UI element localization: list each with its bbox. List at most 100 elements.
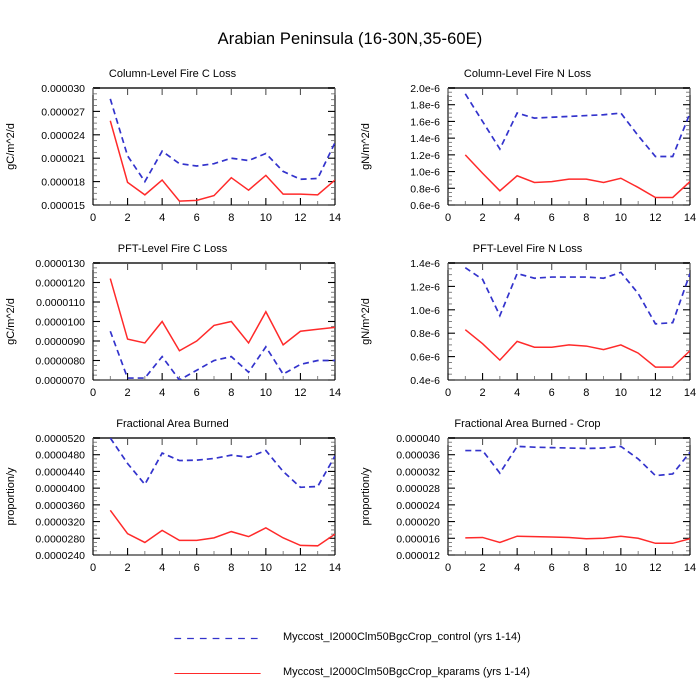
y-tick-label: 0.000015 — [41, 200, 85, 212]
y-tick-label: 1.2e-6 — [410, 281, 440, 293]
y-axis-label: proportion/y — [360, 467, 372, 526]
series-line — [464, 266, 690, 325]
y-tick-label: 0.0000480 — [35, 450, 85, 462]
y-tick-label: 0.6e-6 — [410, 200, 440, 212]
series-line — [464, 93, 690, 158]
y-tick-label: 1.4e-6 — [410, 133, 440, 145]
y-tick-label: 0.8e-6 — [410, 328, 440, 340]
y-tick-label: 1.4e-6 — [410, 258, 440, 270]
x-tick-label: 0 — [445, 212, 451, 224]
x-tick-label: 2 — [125, 562, 131, 574]
legend-row-control: Myccost_I2000Clm50BgcCrop_control (yrs 1… — [0, 625, 700, 660]
y-tick-label: 0.000027 — [41, 106, 85, 118]
x-tick-label: 8 — [228, 387, 234, 399]
series-group — [109, 438, 335, 547]
y-tick-label: 0.000040 — [396, 433, 440, 445]
x-tick-label: 4 — [514, 387, 520, 399]
chart-fractional-area-burned: 0.0000240 0.0000280 0.0000320 0.0000360 0.00… — [5, 433, 341, 574]
series-line — [109, 120, 335, 202]
panel-title: Column-Level Fire C Loss — [108, 68, 237, 80]
y-tick-label: 2.0e-6 — [410, 83, 440, 95]
x-tick-label: 14 — [684, 387, 696, 399]
x-tick-label: 6 — [194, 387, 200, 399]
y-tick-label: 1.8e-6 — [410, 100, 440, 112]
y-tick-label: 1.0e-6 — [410, 167, 440, 179]
x-tick-label: 10 — [615, 562, 627, 574]
y-tick-label: 0.000028 — [396, 483, 440, 495]
y-tick-label: 0.8e-6 — [410, 183, 440, 195]
x-tick-label: 2 — [480, 562, 486, 574]
y-tick-label: 0.000024 — [396, 500, 440, 512]
chart-pft-fire-c-loss: 0.0000070 0.0000080 0.0000090 0.0000100 0.00… — [5, 258, 341, 399]
panel-column-fire-n-loss: Column-Level Fire N Loss 0.6e-6 0.8e-6 1.0e… — [355, 68, 700, 245]
y-tick-label: 0.0000280 — [35, 533, 85, 545]
y-tick-label: 1.6e-6 — [410, 116, 440, 128]
panel-column-fire-c-loss: Column-Level Fire C Loss 0.000015 0.000018… — [0, 68, 345, 245]
y-tick-label: 0.000012 — [396, 550, 440, 562]
y-axis-label: proportion/y — [5, 467, 17, 526]
panel-title: Fractional Area Burned — [116, 418, 229, 430]
x-tick-label: 10 — [615, 387, 627, 399]
page-title: Arabian Peninsula (16-30N,35-60E) — [217, 30, 483, 48]
panel-title: PFT-Level Fire N Loss — [472, 243, 583, 255]
x-tick-label: 10 — [615, 212, 627, 224]
y-tick-label: 0.0000080 — [35, 356, 85, 368]
y-tick-label: 0.000024 — [41, 130, 85, 142]
x-tick-label: 0 — [445, 562, 451, 574]
x-tick-label: 0 — [90, 562, 96, 574]
x-tick-label: 14 — [329, 212, 341, 224]
x-tick-label: 10 — [260, 387, 272, 399]
y-tick-label: 0.000021 — [41, 153, 85, 165]
x-tick-label: 4 — [159, 212, 165, 224]
y-tick-label: 0.0000440 — [35, 466, 85, 478]
x-tick-label: 0 — [90, 212, 96, 224]
x-tick-label: 12 — [294, 212, 306, 224]
x-tick-label: 14 — [684, 562, 696, 574]
y-tick-label: 0.000016 — [396, 533, 440, 545]
legend: Myccost_I2000Clm50BgcCrop_control (yrs 1… — [0, 625, 700, 695]
x-tick-label: 2 — [125, 212, 131, 224]
panel-title: Fractional Area Burned - Crop — [454, 418, 601, 430]
x-tick-label: 6 — [194, 562, 200, 574]
x-tick-label: 2 — [480, 387, 486, 399]
x-tick-label: 8 — [583, 387, 589, 399]
x-tick-label: 4 — [159, 562, 165, 574]
x-tick-label: 6 — [549, 562, 555, 574]
panel-title: PFT-Level Fire C Loss — [117, 243, 228, 255]
y-tick-label: 1.0e-6 — [410, 305, 440, 317]
legend-swatch-control — [174, 637, 261, 640]
x-tick-label: 12 — [649, 387, 661, 399]
x-tick-label: 6 — [194, 212, 200, 224]
y-tick-label: 0.4e-6 — [410, 375, 440, 387]
chart-fractional-area-burned-crop: 0.000012 0.000016 0.000020 0.000024 0.000028… — [360, 433, 696, 574]
x-tick-label: 4 — [514, 562, 520, 574]
y-tick-label: 0.0000120 — [35, 278, 85, 290]
panel-pft-fire-c-loss: PFT-Level Fire C Loss 0.0000070 0.0000080 0… — [0, 243, 345, 420]
panel-pft-fire-n-loss: PFT-Level Fire N Loss 0.4e-6 0.6e-6 0.8e-6 1… — [355, 243, 700, 420]
chart-column-fire-c-loss: 0.000015 0.000018 0.000021 0.000024 0.000027… — [5, 83, 341, 224]
panel-fractional-area-burned: Fractional Area Burned 0.0000240 0.0000280… — [0, 418, 345, 595]
panel-fractional-area-burned-crop: Fractional Area Burned - Crop 0.000012 0.0… — [355, 418, 700, 595]
series-line — [109, 278, 335, 352]
chart-pft-fire-n-loss: 0.4e-6 0.6e-6 0.8e-6 1.0e-6 1.2e-6 1.4e-6 0 2 4 6… — [360, 258, 696, 399]
y-tick-label: 0.6e-6 — [410, 352, 440, 364]
series-group — [465, 445, 690, 545]
x-tick-label: 14 — [684, 212, 696, 224]
series-group — [464, 266, 690, 368]
series-line — [465, 445, 690, 477]
panel-title: Column-Level Fire N Loss — [463, 68, 592, 80]
series-group — [109, 278, 335, 380]
x-tick-label: 10 — [260, 212, 272, 224]
legend-row-kparams: Myccost_I2000Clm50BgcCrop_kparams (yrs 1… — [0, 660, 700, 695]
x-tick-label: 12 — [294, 387, 306, 399]
y-tick-label: 0.0000100 — [35, 317, 85, 329]
x-tick-label: 12 — [649, 212, 661, 224]
x-tick-label: 0 — [445, 387, 451, 399]
chart-column-fire-n-loss: 0.6e-6 0.8e-6 1.0e-6 1.2e-6 1.4e-6 1.6e-6 1.8e… — [360, 83, 696, 224]
x-tick-label: 12 — [649, 562, 661, 574]
series-line — [109, 98, 335, 184]
x-tick-label: 8 — [228, 562, 234, 574]
y-tick-label: 0.000020 — [396, 517, 440, 529]
y-tick-label: 0.0000110 — [36, 297, 85, 309]
